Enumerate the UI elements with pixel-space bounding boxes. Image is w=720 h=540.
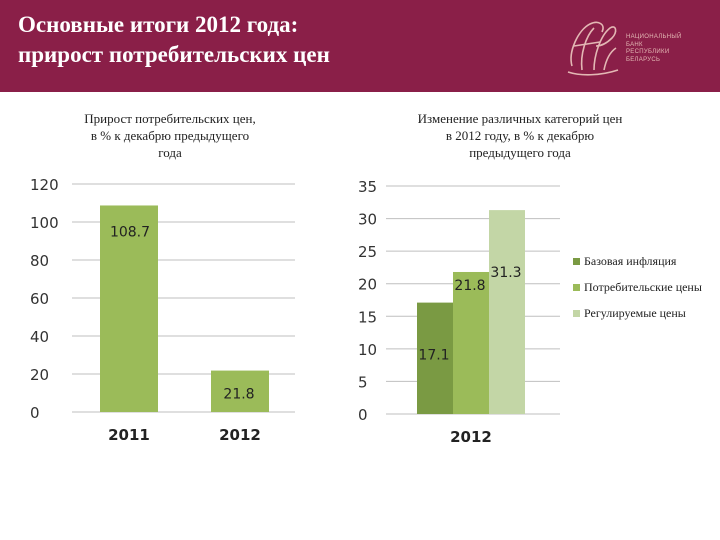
legend-item-base-inflation: Базовая инфляция xyxy=(573,254,713,268)
chart2-title-line: предыдущего года xyxy=(469,145,571,160)
x-tick-label: 2012 xyxy=(219,426,261,444)
chart1-title: Прирост потребительских цен, в % к декаб… xyxy=(30,110,310,161)
logo-text-line: Беларусь xyxy=(626,56,661,63)
y-tick-label: 35 xyxy=(358,178,377,196)
bank-logo: Национальный банк Республики Беларусь xyxy=(560,12,710,82)
y-tick-label: 30 xyxy=(358,211,377,229)
legend-label: Базовая инфляция xyxy=(584,254,677,268)
legend-swatch-regulated-prices xyxy=(573,310,580,317)
chart1-title-line: года xyxy=(158,145,182,160)
legend-item-regulated-prices: Регулируемые цены xyxy=(573,306,713,320)
x-tick-label: 2011 xyxy=(108,426,150,444)
bar-2011 xyxy=(100,205,158,412)
logo-text-line: банк xyxy=(626,41,643,48)
logo-text-line: Национальный xyxy=(626,34,682,40)
chart1-title-line: в % к декабрю предыдущего xyxy=(90,128,250,143)
data-label: 108.7 xyxy=(110,224,150,240)
bar-regulated-prices xyxy=(489,210,525,414)
y-tick-label: 15 xyxy=(358,308,377,326)
bar-2012 xyxy=(211,370,269,412)
data-label: 21.8 xyxy=(223,387,254,403)
legend-swatch-base-inflation xyxy=(573,258,580,265)
data-label: 21.8 xyxy=(454,278,485,294)
chart2-title-line: в 2012 году, в % к декабрю xyxy=(445,128,595,143)
y-tick-label: 60 xyxy=(30,290,49,308)
y-tick-label: 100 xyxy=(30,214,59,232)
y-tick-label: 80 xyxy=(30,252,49,270)
bar-consumer-prices xyxy=(453,271,489,414)
chart1-title-line: Прирост потребительских цен, xyxy=(84,111,256,126)
y-tick-label: 120 xyxy=(30,176,59,194)
page-title-line1: Основные итоги 2012 года: xyxy=(18,12,299,37)
bank-monogram-icon xyxy=(567,21,619,76)
chart2-legend: Базовая инфляция Потребительские цены Ре… xyxy=(573,254,713,332)
y-tick-label: 40 xyxy=(30,328,49,346)
y-tick-label: 5 xyxy=(358,373,368,391)
y-tick-label: 20 xyxy=(358,276,377,294)
bank-logo-text: Национальный банк Республики Беларусь xyxy=(626,34,706,64)
legend-label: Регулируемые цены xyxy=(584,306,686,320)
legend-item-consumer-prices: Потребительские цены xyxy=(573,280,713,294)
x-tick-label: 2012 xyxy=(450,428,492,446)
bar-base-inflation xyxy=(417,302,453,414)
header-banner: Основные итоги 2012 года: прирост потреб… xyxy=(0,0,720,92)
legend-label: Потребительские цены xyxy=(584,280,702,294)
data-label: 31.3 xyxy=(490,265,521,281)
page-title: Основные итоги 2012 года: прирост потреб… xyxy=(18,10,438,70)
data-label: 17.1 xyxy=(418,348,449,364)
y-tick-label: 0 xyxy=(358,406,368,424)
logo-text-line: Республики xyxy=(626,49,670,55)
y-tick-label: 20 xyxy=(30,366,49,384)
y-tick-label: 10 xyxy=(358,341,377,359)
legend-swatch-consumer-prices xyxy=(573,284,580,291)
y-tick-label: 25 xyxy=(358,243,377,261)
chart2-title-line: Изменение различных категорий цен xyxy=(417,111,623,126)
chart2-title: Изменение различных категорий цен в 2012… xyxy=(360,110,680,161)
y-tick-label: 0 xyxy=(30,404,40,422)
page-title-line2: прирост потребительских цен xyxy=(18,42,330,67)
